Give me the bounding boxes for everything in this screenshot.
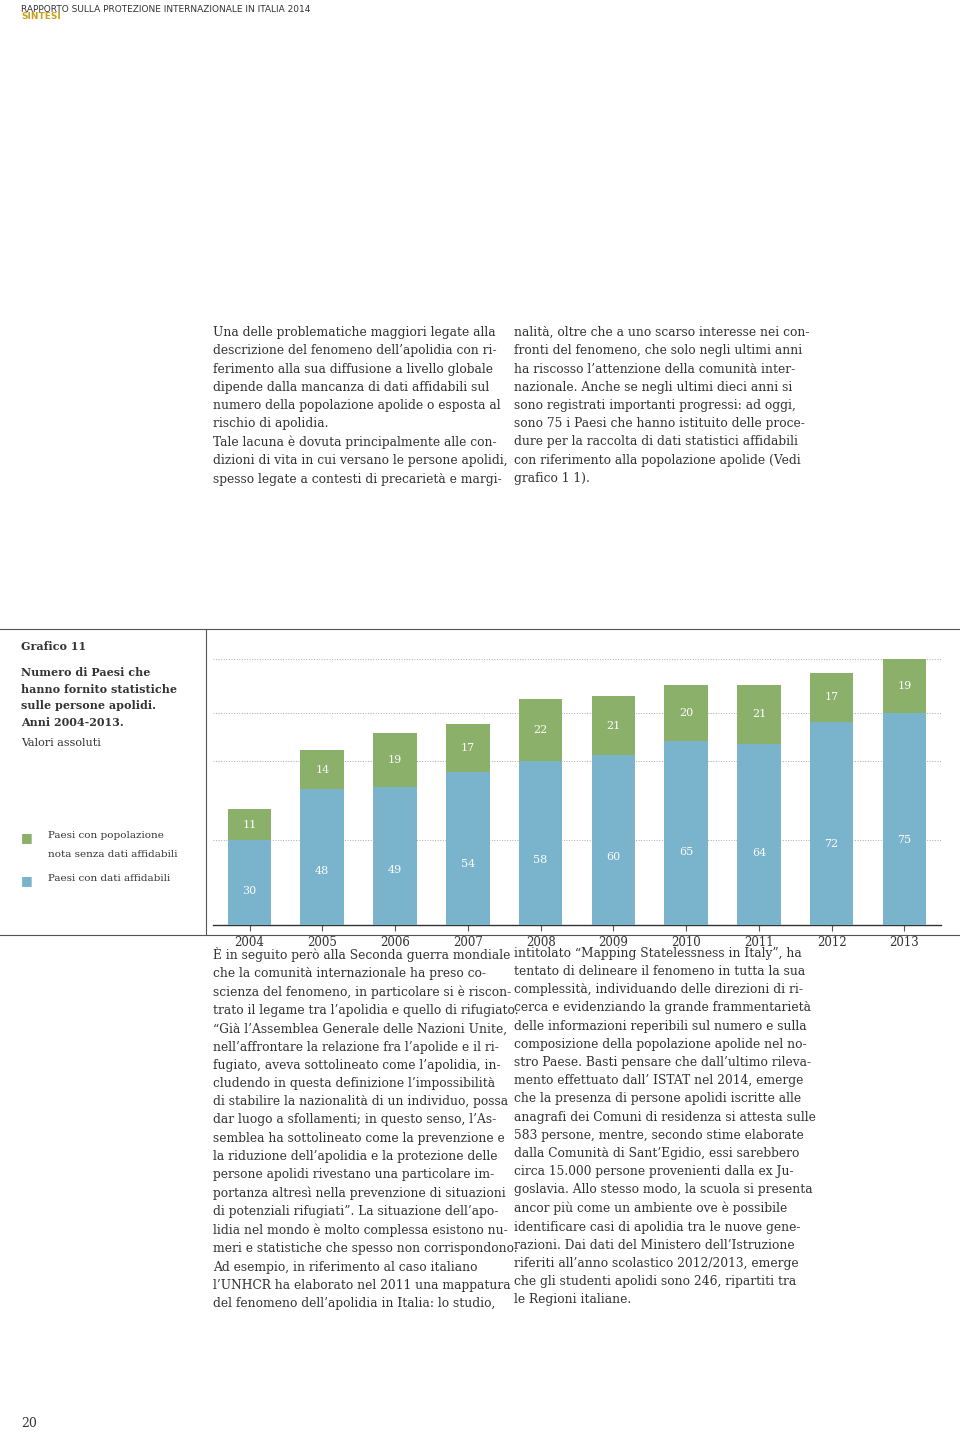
Text: Una delle problematiche maggiori legate alla
descrizione del fenomeno dell’apoli: Una delle problematiche maggiori legate …: [213, 326, 508, 486]
Bar: [228, 809, 272, 841]
Bar: [300, 750, 344, 789]
Bar: [373, 732, 417, 786]
Text: SINTESI: SINTESI: [21, 12, 60, 22]
Bar: [810, 722, 853, 925]
Bar: [882, 713, 926, 925]
Bar: [228, 841, 272, 925]
Text: 30: 30: [242, 886, 256, 896]
Text: 14: 14: [315, 764, 329, 774]
Text: 20: 20: [21, 1417, 37, 1430]
Text: 21: 21: [752, 709, 766, 719]
Text: Valori assoluti: Valori assoluti: [21, 738, 101, 748]
Text: Numero di Paesi che: Numero di Paesi che: [21, 667, 151, 679]
Bar: [882, 660, 926, 713]
Text: 21: 21: [606, 721, 620, 731]
Bar: [664, 684, 708, 741]
Bar: [518, 699, 563, 761]
Text: 48: 48: [315, 866, 329, 876]
Text: 64: 64: [752, 848, 766, 858]
Text: sulle persone apolidi.: sulle persone apolidi.: [21, 700, 156, 712]
Text: 22: 22: [534, 725, 548, 735]
Text: Anni 2004-2013.: Anni 2004-2013.: [21, 716, 124, 728]
Bar: [446, 725, 490, 773]
Text: È in seguito però alla Seconda guerra mondiale
che la comunità internazionale ha: È in seguito però alla Seconda guerra mo…: [213, 947, 518, 1309]
Text: 54: 54: [461, 858, 475, 869]
Bar: [737, 684, 780, 744]
Bar: [591, 696, 636, 755]
Text: Paesi con dati affidabili: Paesi con dati affidabili: [48, 874, 170, 883]
Text: 49: 49: [388, 864, 402, 874]
Bar: [737, 744, 780, 925]
Text: 19: 19: [898, 682, 912, 692]
Bar: [300, 789, 344, 925]
Text: 20: 20: [679, 708, 693, 718]
Text: Grafico 11: Grafico 11: [21, 641, 86, 652]
Text: 60: 60: [606, 853, 620, 863]
Text: 72: 72: [825, 838, 839, 848]
Text: 19: 19: [388, 754, 402, 764]
Bar: [446, 773, 490, 925]
Text: 17: 17: [825, 693, 839, 702]
Text: ■: ■: [21, 874, 33, 887]
Bar: [591, 755, 636, 925]
Text: ■: ■: [21, 831, 33, 844]
Bar: [664, 741, 708, 925]
Bar: [518, 761, 563, 925]
Text: 65: 65: [679, 847, 693, 857]
Text: RAPPORTO SULLA PROTEZIONE INTERNAZIONALE IN ITALIA 2014: RAPPORTO SULLA PROTEZIONE INTERNAZIONALE…: [21, 4, 310, 14]
Text: Paesi con popolazione: Paesi con popolazione: [48, 831, 164, 840]
Bar: [810, 673, 853, 722]
Text: hanno fornito statistiche: hanno fornito statistiche: [21, 683, 177, 695]
Bar: [373, 786, 417, 925]
Text: nalità, oltre che a uno scarso interesse nei con-
fronti del fenomeno, che solo : nalità, oltre che a uno scarso interesse…: [514, 326, 809, 484]
Text: nota senza dati affidabili: nota senza dati affidabili: [48, 850, 178, 858]
Text: 75: 75: [898, 835, 911, 845]
Text: 58: 58: [534, 854, 548, 864]
Text: intitolato “Mapping Statelessness in Italy”, ha
tentato di delineare il fenomeno: intitolato “Mapping Statelessness in Ita…: [514, 947, 815, 1306]
Text: 11: 11: [242, 819, 256, 829]
Text: 17: 17: [461, 744, 475, 754]
